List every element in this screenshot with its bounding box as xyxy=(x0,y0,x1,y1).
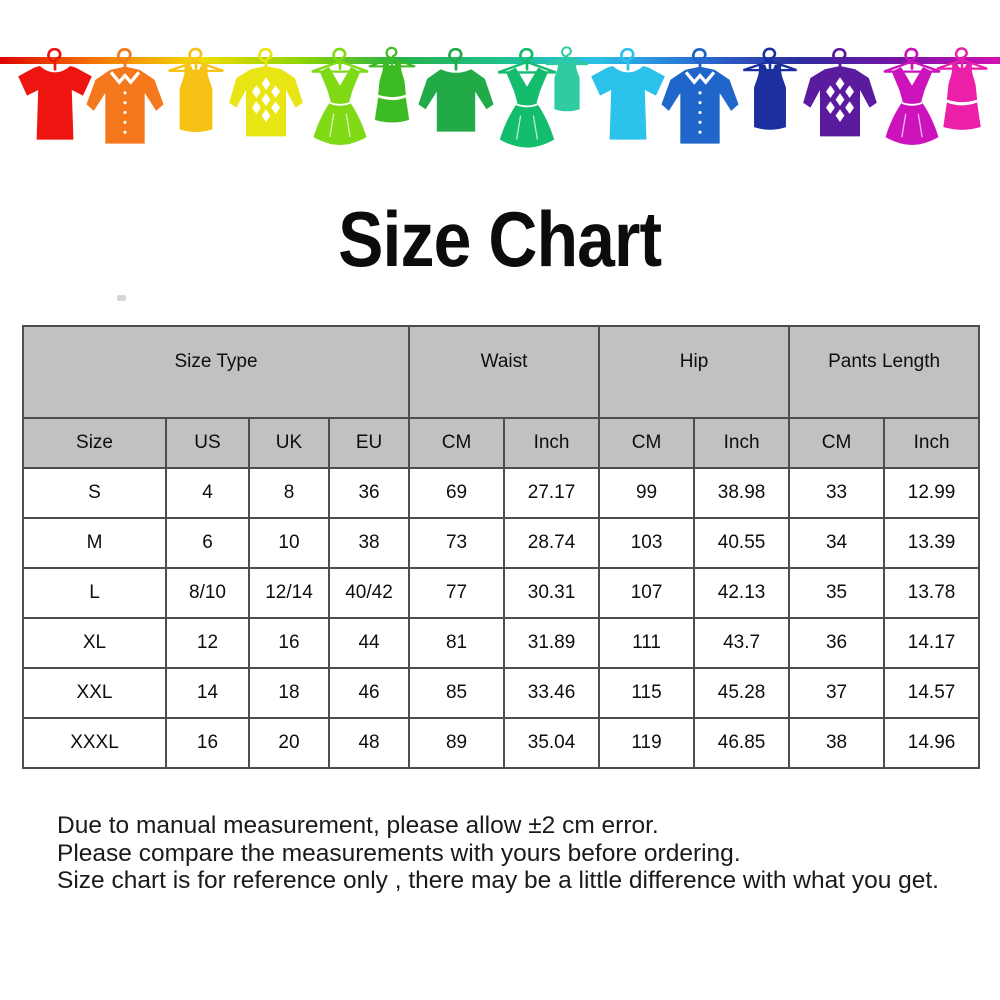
column-header-eu: EU xyxy=(327,417,411,469)
table-cell: 18 xyxy=(248,667,330,719)
table-cell: 107 xyxy=(598,567,696,619)
table-cell: 111 xyxy=(598,617,696,669)
table-cell: M xyxy=(22,517,167,569)
column-header-us: US xyxy=(165,417,250,469)
table-cell: 14.57 xyxy=(883,667,981,719)
table-cell: S xyxy=(22,467,167,519)
table-cell: 103 xyxy=(598,517,696,569)
table-group-header-row: Size Type Waist Hip Pants Length xyxy=(21,325,981,419)
table-row-s: S 4 8 36 69 27.17 99 38.98 33 12.99 xyxy=(22,467,981,519)
table-cell: 4 xyxy=(165,467,250,519)
table-cell: 40.55 xyxy=(693,517,791,569)
table-cell: 35 xyxy=(788,567,886,619)
note-line: Please compare the measurements with you… xyxy=(57,839,741,867)
table-cell: 44 xyxy=(327,617,411,669)
column-header-waist-inch: Inch xyxy=(503,417,601,469)
group-header-pants-length: Pants Length xyxy=(788,325,981,419)
table-cell: 35.04 xyxy=(503,717,601,769)
note-line: Size chart is for reference only , there… xyxy=(57,867,939,895)
table-cell: 12/14 xyxy=(248,567,330,619)
column-header-waist-cm: CM xyxy=(408,417,506,469)
column-header-pants-inch: Inch xyxy=(883,417,981,469)
table-cell: 43.7 xyxy=(693,617,791,669)
column-header-hip-cm: CM xyxy=(598,417,696,469)
table-cell: 45.28 xyxy=(693,667,791,719)
table-cell: 20 xyxy=(248,717,330,769)
table-row-m: M 6 10 38 73 28.74 103 40.55 34 13.39 xyxy=(22,517,981,569)
size-table-container: Size Type Waist Hip Pants Length Size US… xyxy=(21,325,981,769)
table-cell: 36 xyxy=(788,617,886,669)
table-row-xxxl: XXXL 16 20 48 89 35.04 119 46.85 38 14.9… xyxy=(22,717,981,769)
table-cell: 16 xyxy=(248,617,330,669)
table-cell: 34 xyxy=(788,517,886,569)
table-row-l: L 8/10 12/14 40/42 77 30.31 107 42.13 35… xyxy=(22,567,981,619)
table-cell: 8 xyxy=(248,467,330,519)
page-title: Size Chart xyxy=(0,200,1000,278)
table-cell: 77 xyxy=(408,567,506,619)
table-cell: 13.39 xyxy=(883,517,981,569)
table-cell: XXXL xyxy=(22,717,167,769)
table-cell: 73 xyxy=(408,517,506,569)
table-row-xxl: XXL 14 18 46 85 33.46 115 45.28 37 14.57 xyxy=(22,667,981,719)
table-cell: 28.74 xyxy=(503,517,601,569)
table-cell: 16 xyxy=(165,717,250,769)
table-cell: 119 xyxy=(598,717,696,769)
table-cell: 12.99 xyxy=(883,467,981,519)
table-cell: 27.17 xyxy=(503,467,601,519)
column-header-pants-cm: CM xyxy=(788,417,886,469)
table-cell: 14 xyxy=(165,667,250,719)
table-cell: 14.96 xyxy=(883,717,981,769)
table-cell: 38 xyxy=(788,717,886,769)
group-header-waist: Waist xyxy=(408,325,601,419)
table-cell: 33.46 xyxy=(503,667,601,719)
table-cell: 14.17 xyxy=(883,617,981,669)
table-cell: 6 xyxy=(165,517,250,569)
table-cell: 85 xyxy=(408,667,506,719)
table-cell: 40/42 xyxy=(327,567,411,619)
table-cell: 38.98 xyxy=(693,467,791,519)
size-chart-table: Size Type Waist Hip Pants Length Size US… xyxy=(21,325,981,769)
column-header-hip-inch: Inch xyxy=(693,417,791,469)
table-cell: 30.31 xyxy=(503,567,601,619)
table-cell: XXL xyxy=(22,667,167,719)
page-title-text: Size Chart xyxy=(338,195,662,283)
table-cell: 33 xyxy=(788,467,886,519)
table-column-header-row: Size US UK EU CM Inch CM Inch CM Inch xyxy=(22,417,981,469)
table-cell: 37 xyxy=(788,667,886,719)
notes: Due to manual measurement, please allow … xyxy=(57,812,977,895)
table-cell: 42.13 xyxy=(693,567,791,619)
smudge-artifact xyxy=(117,295,126,301)
table-cell: 46 xyxy=(327,667,411,719)
column-header-size: Size xyxy=(22,417,167,469)
group-header-hip: Hip xyxy=(598,325,791,419)
tank-top-icon xyxy=(544,46,590,113)
table-cell: 81 xyxy=(408,617,506,669)
column-header-uk: UK xyxy=(248,417,330,469)
table-cell: 115 xyxy=(598,667,696,719)
table-cell: 69 xyxy=(408,467,506,519)
table-cell: 13.78 xyxy=(883,567,981,619)
table-cell: 12 xyxy=(165,617,250,669)
table-row-xl: XL 12 16 44 81 31.89 111 43.7 36 14.17 xyxy=(22,617,981,669)
note-line: Due to manual measurement, please allow … xyxy=(57,812,659,839)
table-cell: 46.85 xyxy=(693,717,791,769)
table-cell: 31.89 xyxy=(503,617,601,669)
table-cell: 99 xyxy=(598,467,696,519)
table-cell: 36 xyxy=(327,467,411,519)
table-cell: XL xyxy=(22,617,167,669)
clothesline xyxy=(0,57,1000,64)
table-cell: 10 xyxy=(248,517,330,569)
group-header-size-type: Size Type xyxy=(21,325,411,419)
table-cell: 8/10 xyxy=(165,567,250,619)
table-cell: 48 xyxy=(327,717,411,769)
table-cell: 89 xyxy=(408,717,506,769)
table-cell: L xyxy=(22,567,167,619)
clothesline-banner xyxy=(0,46,1000,149)
table-cell: 38 xyxy=(327,517,411,569)
